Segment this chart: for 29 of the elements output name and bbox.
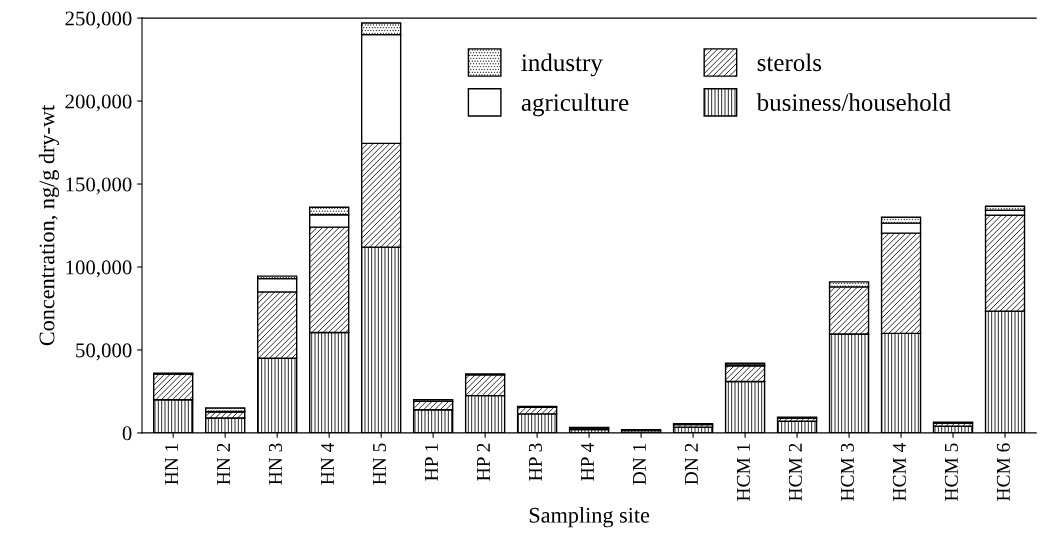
legend-label: industry xyxy=(521,53,603,77)
y-tick-label: 0 xyxy=(122,426,132,441)
legend-label: business/household xyxy=(756,93,951,111)
y-tick-label: 100,000 xyxy=(66,260,132,278)
x-tick-label: DN 2 xyxy=(684,443,698,485)
y-tick-label: 200,000 xyxy=(65,94,132,112)
x-tick-label: HP 2 xyxy=(476,443,490,481)
x-tick-label: HN 4 xyxy=(321,442,334,485)
x-tick-label: HCM 2 xyxy=(788,443,802,501)
x-tick-label: HCM 1 xyxy=(736,443,750,501)
x-tick-label: HN 1 xyxy=(165,443,178,485)
x-tick-label: HN 2 xyxy=(217,443,230,485)
y-tick-label: 150,000 xyxy=(66,177,132,195)
x-axis-title: Sampling site xyxy=(529,507,650,528)
x-tick-label: HCM 6 xyxy=(996,443,1010,501)
x-tick-label: HP 1 xyxy=(424,443,438,481)
x-tick-label: HP 3 xyxy=(528,443,542,481)
x-tick-label: HCM 5 xyxy=(944,443,958,501)
legend-label: sterols xyxy=(757,53,822,72)
y-tick-label: 250,000 xyxy=(65,11,132,29)
x-tick-label: HCM 3 xyxy=(840,443,854,501)
y-tick-label: 50,000 xyxy=(76,343,132,361)
legend-label: agriculture xyxy=(521,93,629,117)
x-tick-label: HCM 4 xyxy=(892,442,906,501)
x-tick-label: HP 4 xyxy=(581,442,594,481)
x-tick-label: HN 5 xyxy=(373,443,387,485)
y-axis-title: Concentration, ng/g dry-wt xyxy=(38,104,60,346)
x-tick-label: HN 3 xyxy=(268,443,283,485)
x-tick-label: DN 1 xyxy=(632,443,646,485)
